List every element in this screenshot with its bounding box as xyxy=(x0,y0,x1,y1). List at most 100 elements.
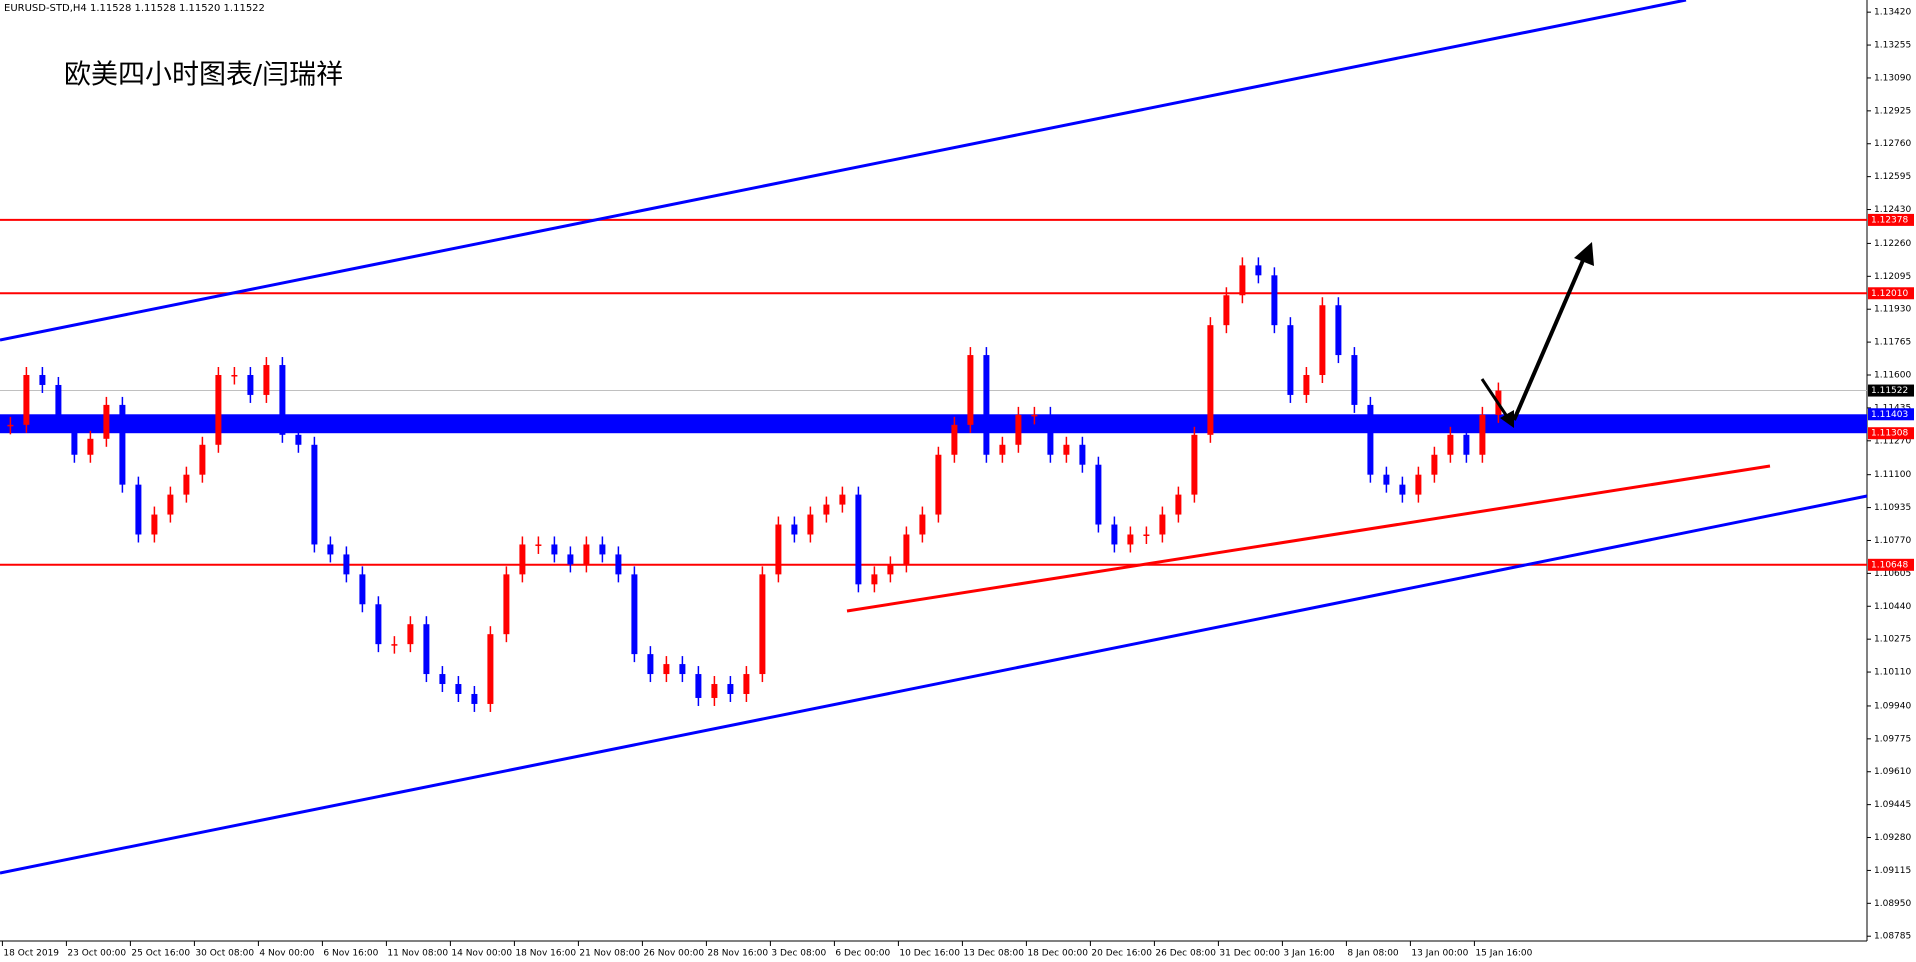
candle xyxy=(679,664,686,675)
chart-header: EURUSD-STD,H4 1.11528 1.11528 1.11520 1.… xyxy=(4,3,265,14)
y-tick-label: 1.13255 xyxy=(1874,41,1911,51)
x-tick-label: 14 Nov 00:00 xyxy=(451,949,512,959)
candle xyxy=(519,544,526,575)
candle xyxy=(1447,434,1454,455)
candle xyxy=(231,375,238,377)
candle xyxy=(423,624,430,675)
plot xyxy=(0,218,1867,712)
y-tick-label: 1.10110 xyxy=(1874,668,1911,678)
candle xyxy=(567,554,574,565)
x-tick-label: 13 Dec 08:00 xyxy=(963,949,1024,959)
x-tick-label: 23 Oct 00:00 xyxy=(67,949,126,959)
x-tick-label: 30 Oct 08:00 xyxy=(195,949,254,959)
candle xyxy=(647,654,654,675)
candle xyxy=(823,504,830,515)
y-tick-label: 1.09610 xyxy=(1874,767,1911,777)
level-tag-label: 1.10648 xyxy=(1871,560,1908,570)
x-tick-label: 3 Jan 16:00 xyxy=(1283,949,1335,959)
candle xyxy=(263,365,270,395)
candle xyxy=(583,544,590,565)
y-tick-label: 1.10605 xyxy=(1874,569,1911,579)
level-tag-label: 1.12378 xyxy=(1871,215,1908,225)
y-tick-label: 1.10770 xyxy=(1874,536,1911,546)
y-tick-label: 1.12760 xyxy=(1874,139,1911,149)
candle xyxy=(903,534,910,565)
upper-channel-line xyxy=(0,0,1687,342)
candle xyxy=(775,524,782,575)
candle xyxy=(71,424,78,455)
candle xyxy=(935,454,942,515)
candle xyxy=(1031,414,1038,417)
candle xyxy=(215,375,222,445)
candle xyxy=(615,554,622,575)
candle xyxy=(1479,414,1486,455)
candle xyxy=(1063,444,1070,455)
y-tick-label: 1.12095 xyxy=(1874,272,1911,282)
candle xyxy=(375,604,382,645)
candle xyxy=(151,514,158,535)
candle xyxy=(871,574,878,585)
candle xyxy=(919,514,926,535)
candle xyxy=(55,384,62,425)
candle xyxy=(599,544,606,555)
x-tick-label: 13 Jan 00:00 xyxy=(1411,949,1468,959)
candle xyxy=(1415,474,1422,495)
candle xyxy=(1175,494,1182,515)
level-tag-label: 1.12010 xyxy=(1871,289,1908,299)
y-tick-label: 1.10935 xyxy=(1874,503,1911,513)
candle xyxy=(503,574,510,635)
candle xyxy=(1319,305,1326,376)
candle xyxy=(967,355,974,425)
candle xyxy=(135,484,142,535)
level-tag xyxy=(1868,213,1914,226)
candle xyxy=(1015,414,1022,445)
x-tick-label: 3 Dec 08:00 xyxy=(771,949,826,959)
zone-tag xyxy=(1868,408,1914,421)
x-tick-label: 6 Nov 16:00 xyxy=(323,949,378,959)
x-tick-label: 10 Dec 16:00 xyxy=(899,949,960,959)
x-tick-label: 21 Nov 08:00 xyxy=(579,949,640,959)
candle xyxy=(439,674,446,685)
y-tick-label: 1.11930 xyxy=(1874,305,1911,315)
candle xyxy=(455,684,462,694)
candle xyxy=(1287,325,1294,395)
candle xyxy=(999,444,1006,455)
lower-channel-line xyxy=(0,494,1868,875)
candle xyxy=(391,644,398,646)
resistance-zone xyxy=(0,414,1867,434)
candle xyxy=(1367,404,1374,475)
candle xyxy=(199,444,206,475)
candle xyxy=(1383,474,1390,485)
y-tick-label: 1.12925 xyxy=(1874,106,1911,116)
candle xyxy=(695,674,702,698)
y-tick-label: 1.11600 xyxy=(1874,371,1911,381)
candle xyxy=(631,574,638,655)
candle xyxy=(759,574,766,675)
candle xyxy=(1351,355,1358,405)
candle xyxy=(87,438,94,455)
x-tick-label: 26 Nov 00:00 xyxy=(643,949,704,959)
candle xyxy=(343,554,350,575)
y-tick-label: 1.09115 xyxy=(1874,866,1911,876)
y-tick-label: 1.09940 xyxy=(1874,701,1911,711)
candle xyxy=(1111,524,1118,545)
candle xyxy=(1271,275,1278,326)
y-tick-label: 1.09775 xyxy=(1874,734,1911,744)
candle xyxy=(1463,434,1470,455)
candle xyxy=(183,474,190,495)
y-tick-label: 1.13090 xyxy=(1874,73,1911,83)
candle xyxy=(1159,514,1166,535)
y-tick-label: 1.13420 xyxy=(1874,8,1911,18)
candle xyxy=(1047,414,1054,455)
candle xyxy=(839,494,846,505)
y-tick-label: 1.09280 xyxy=(1874,833,1911,843)
y-tick-label: 1.12260 xyxy=(1874,239,1911,249)
candle xyxy=(279,365,286,435)
candle xyxy=(327,544,334,555)
candle xyxy=(119,404,126,485)
y-tick-label: 1.09445 xyxy=(1874,800,1911,810)
zone-tag-label: 1.11308 xyxy=(1871,429,1908,439)
arrow-up xyxy=(1512,257,1586,421)
x-tick-label: 11 Nov 08:00 xyxy=(387,949,448,959)
